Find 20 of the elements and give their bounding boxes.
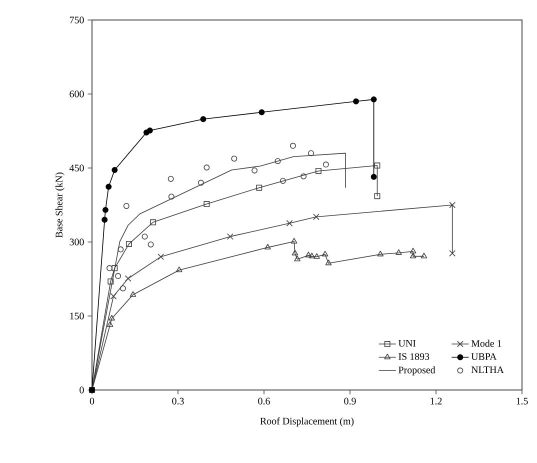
x-tick-label: 0.3 — [172, 398, 184, 405]
y-tick-label: 300 — [70, 238, 84, 246]
x-tick-label: 1.5 — [516, 398, 528, 404]
y-tick-label: 600 — [70, 90, 84, 98]
legend-label: UBPA — [471, 353, 497, 360]
x-tick-label: 0.9 — [344, 398, 356, 405]
x-axis-title: Roof Displacement (m) — [260, 417, 354, 426]
x-tick-label: 0.6 — [258, 398, 270, 405]
y-axis-title: Base Shear (kN) — [55, 172, 64, 238]
y-tick-label: 750 — [70, 16, 84, 24]
legend-label: NLTHA — [471, 366, 504, 374]
y-tick-label: 150 — [70, 312, 84, 320]
x-tick-label: 1.2 — [430, 398, 442, 405]
legend-label: Proposed — [398, 366, 436, 376]
legend-label: UNI — [398, 340, 416, 347]
x-tick-label: 0 — [90, 398, 94, 404]
y-tick-label: 0 — [80, 386, 84, 394]
y-tick-label: 450 — [69, 164, 84, 172]
legend-label: Mode 1 — [471, 340, 502, 347]
legend-label: IS 1893 — [398, 353, 430, 360]
